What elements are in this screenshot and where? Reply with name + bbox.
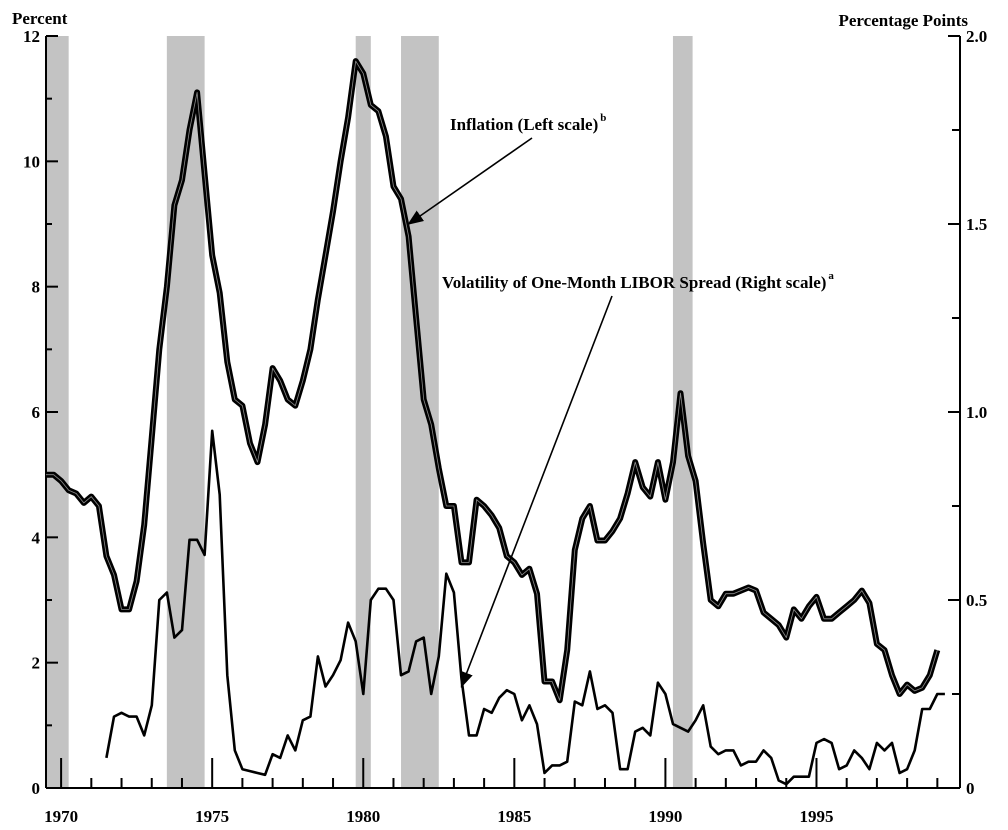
- x-tick-label: 1975: [195, 807, 229, 826]
- ticks: 0 2 4 6 8 10 12 0 0.5 1.0 1.5 2.0 1970 1975 1980 1985 19…: [23, 27, 987, 826]
- series-line-libor-volatility: [105, 429, 945, 786]
- right-tick-label: 1.0: [966, 403, 987, 422]
- right-tick-label: 0.5: [966, 591, 987, 610]
- inflation-annotation: Inflation (Left scale) b: [450, 112, 606, 134]
- left-axis-title: Percent: [12, 9, 68, 28]
- x-tick-label: 1995: [799, 807, 833, 826]
- left-tick-label: 10: [23, 152, 40, 171]
- volatility-arrow: [460, 295, 613, 688]
- right-axis-title: Percentage Points: [838, 11, 968, 30]
- x-tick-label: 1985: [497, 807, 531, 826]
- recession-bands: [46, 36, 693, 788]
- x-tick-label: 1990: [648, 807, 682, 826]
- series: [46, 58, 945, 786]
- x-tick-label: 1980: [346, 807, 380, 826]
- annotations: Inflation (Left scale) b Volatility of One…: [407, 112, 834, 688]
- left-tick-label: 2: [32, 654, 41, 673]
- right-tick-label: 2.0: [966, 27, 987, 46]
- recession-band-3: [401, 36, 439, 788]
- right-tick-label: 0: [966, 779, 975, 798]
- right-tick-label: 1.5: [966, 215, 987, 234]
- left-tick-label: 4: [32, 528, 41, 547]
- series-line-inflation-highlight: [46, 60, 938, 701]
- left-tick-label: 0: [32, 779, 41, 798]
- volatility-annotation: Volatility of One-Month LIBOR Spread (Ri…: [442, 270, 834, 292]
- left-tick-label: 6: [32, 403, 41, 422]
- recession-band-2: [355, 36, 371, 788]
- x-tick-label: 1970: [44, 807, 78, 826]
- left-tick-label: 12: [23, 27, 40, 46]
- left-tick-label: 8: [32, 278, 41, 297]
- inflation-arrow: [407, 137, 533, 225]
